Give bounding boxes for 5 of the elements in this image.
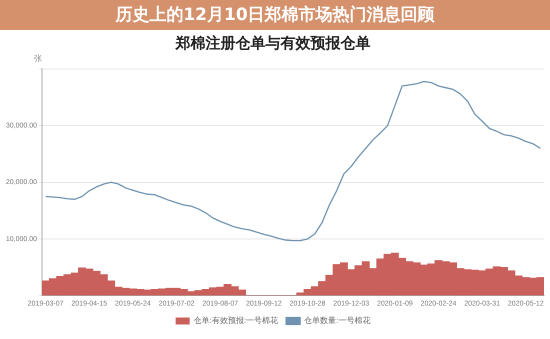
text: 历史上的12月10日郑棉市场热门消息回顾 bbox=[0, 0, 550, 30]
legend-label: 仓单数量:一号棉花 bbox=[304, 316, 370, 326]
legend-label: 仓单:有效预报:一号棉花 bbox=[194, 316, 278, 326]
y-axis-title: 张 bbox=[34, 54, 42, 64]
chart-title: 郑棉注册仓单与有效预报仓单 bbox=[174, 34, 370, 52]
